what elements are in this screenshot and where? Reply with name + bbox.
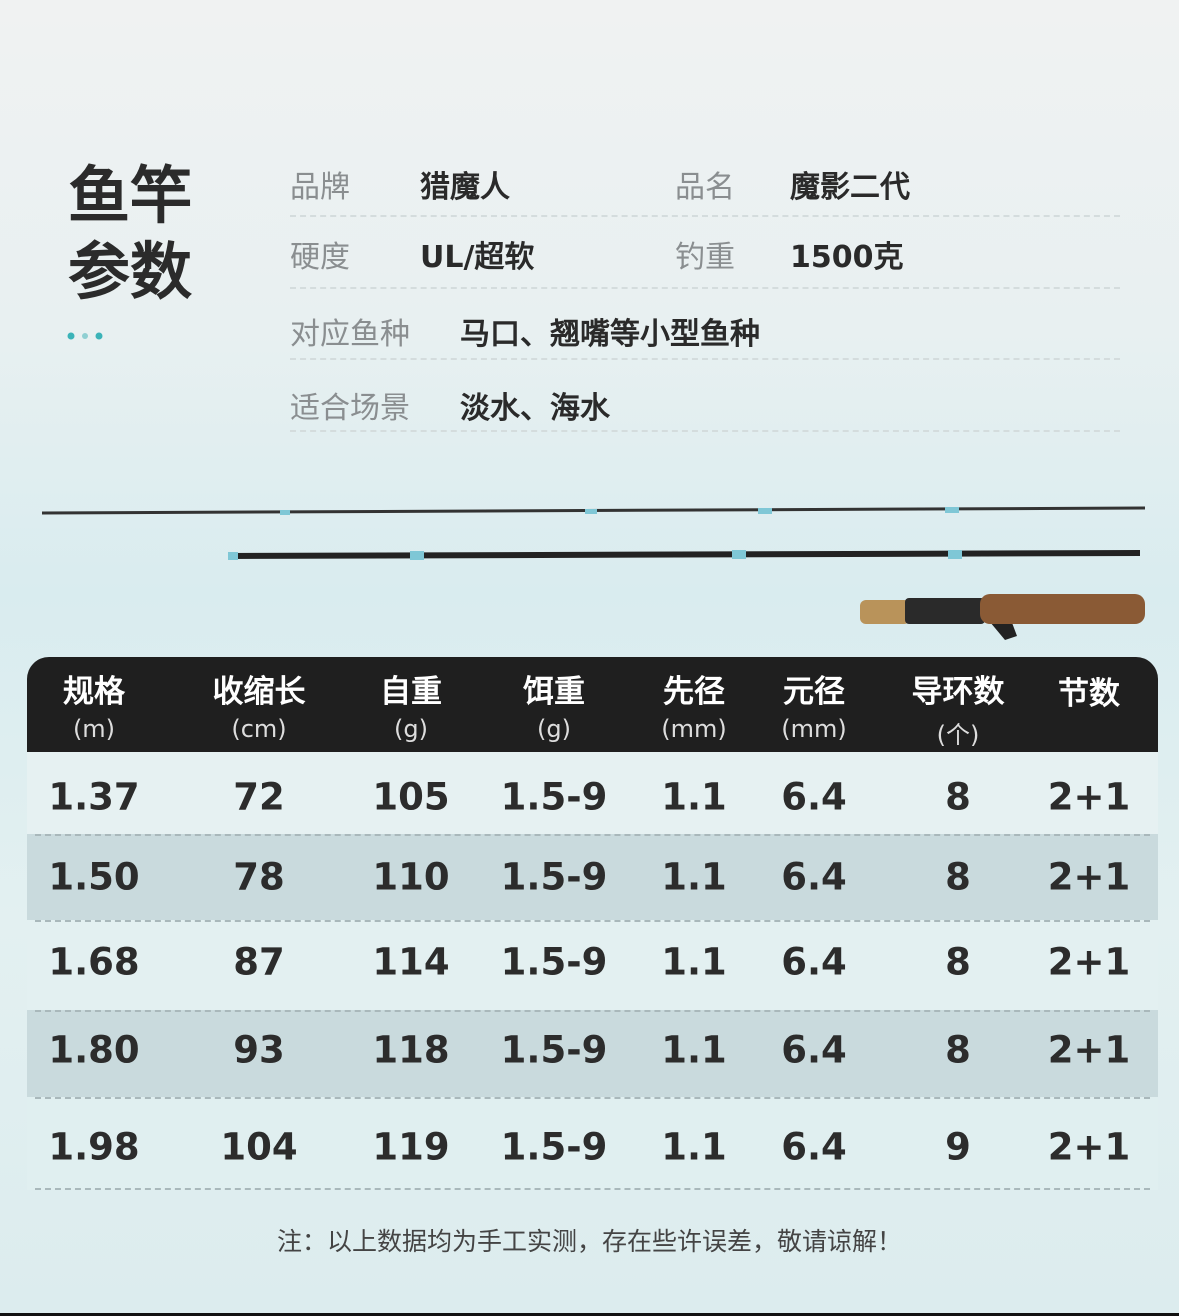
table-header bbox=[27, 657, 1158, 753]
table-cell: 6.4 bbox=[781, 1028, 847, 1072]
dots bbox=[67, 332, 103, 340]
column-unit: (m) bbox=[72, 715, 116, 743]
divider bbox=[290, 430, 1120, 432]
column-header: 先径 (mm) bbox=[619, 666, 769, 743]
column-unit: (cm) bbox=[231, 715, 287, 743]
divider bbox=[290, 287, 1120, 289]
column-header: 收缩长 (cm) bbox=[184, 666, 334, 743]
table-cell: 1.68 bbox=[48, 940, 140, 984]
table-cell: 2+1 bbox=[1047, 855, 1131, 899]
spec-label: 硬度 bbox=[290, 240, 350, 275]
table-cell: 6.4 bbox=[781, 855, 847, 899]
column-header: 节数 bbox=[1014, 668, 1164, 713]
table-cell: 8 bbox=[945, 775, 971, 819]
table-cell: 2+1 bbox=[1047, 775, 1131, 819]
table-cell: 1.37 bbox=[48, 775, 140, 819]
table-cell: 6.4 bbox=[781, 775, 847, 819]
note: 注：以上数据均为手工实测，存在些许误差，敬请谅解！ bbox=[276, 1227, 902, 1256]
table-cell: 72 bbox=[233, 775, 285, 819]
column-name: 饵重 bbox=[523, 674, 585, 710]
spec-label: 品牌 bbox=[290, 170, 350, 205]
table-cell: 114 bbox=[372, 940, 450, 984]
table-cell: 8 bbox=[945, 1028, 971, 1072]
table-cell: 1.5-9 bbox=[500, 775, 608, 819]
column-unit: (g) bbox=[537, 715, 571, 743]
column-unit: (mm) bbox=[661, 715, 727, 743]
row-divider bbox=[35, 1188, 1150, 1190]
table-cell: 104 bbox=[220, 1125, 298, 1169]
table-cell: 1.5-9 bbox=[500, 855, 608, 899]
table-cell: 119 bbox=[372, 1125, 450, 1169]
spec-value: 1500克 bbox=[790, 240, 904, 275]
spec-value: 猎魔人 bbox=[420, 170, 510, 205]
table-cell: 118 bbox=[372, 1028, 450, 1072]
divider bbox=[290, 215, 1120, 217]
row-divider bbox=[35, 1097, 1150, 1099]
rod-illustration bbox=[41, 506, 1146, 640]
spec-label: 钓重 bbox=[675, 240, 735, 275]
table-cell: 1.1 bbox=[661, 940, 727, 984]
table-cell: 2+1 bbox=[1047, 1125, 1131, 1169]
table-cell: 1.1 bbox=[661, 855, 727, 899]
table-cell: 9 bbox=[945, 1125, 971, 1169]
spec-value: 淡水、海水 bbox=[460, 391, 610, 426]
column-header: 饵重 (g) bbox=[479, 666, 629, 743]
spec-label: 对应鱼种 bbox=[290, 317, 410, 352]
title-line: 鱼竿 bbox=[68, 159, 193, 232]
table-cell: 1.98 bbox=[48, 1125, 140, 1169]
table-row-bg bbox=[27, 1097, 1158, 1190]
table-cell: 87 bbox=[233, 940, 285, 984]
column-header: 自重 (g) bbox=[336, 666, 486, 743]
table-row-bg bbox=[27, 1010, 1158, 1097]
table-cell: 105 bbox=[372, 775, 450, 819]
row-divider bbox=[35, 1010, 1150, 1012]
spec-value: 魔影二代 bbox=[790, 170, 910, 205]
column-header: 规格 (m) bbox=[19, 666, 169, 743]
column-name: 节数 bbox=[1058, 676, 1120, 712]
table-cell: 1.1 bbox=[661, 1028, 727, 1072]
row-divider bbox=[35, 834, 1150, 836]
column-name: 元径 bbox=[783, 674, 845, 710]
table-row-bg bbox=[27, 834, 1158, 920]
table-cell: 1.5-9 bbox=[500, 1028, 608, 1072]
table-cell: 1.80 bbox=[48, 1028, 140, 1072]
table-cell: 2+1 bbox=[1047, 940, 1131, 984]
spec-label: 适合场景 bbox=[290, 391, 410, 426]
table-row-bg bbox=[27, 752, 1158, 834]
row-divider bbox=[35, 920, 1150, 922]
table-cell: 6.4 bbox=[781, 940, 847, 984]
column-name: 规格 bbox=[63, 674, 125, 710]
title-line: 参数 bbox=[68, 235, 193, 308]
table-cell: 1.1 bbox=[661, 1125, 727, 1169]
table-cell: 110 bbox=[372, 855, 450, 899]
table-cell: 78 bbox=[233, 855, 285, 899]
bottom-bar bbox=[0, 1313, 1179, 1316]
spec-label: 品名 bbox=[675, 170, 735, 205]
column-name: 导环数 bbox=[911, 674, 1005, 710]
column-header: 元径 (mm) bbox=[739, 666, 889, 743]
table-cell: 93 bbox=[233, 1028, 285, 1072]
table-cell: 6.4 bbox=[781, 1125, 847, 1169]
table-row-bg bbox=[27, 920, 1158, 1010]
column-unit: (mm) bbox=[781, 715, 847, 743]
table-cell: 1.5-9 bbox=[500, 940, 608, 984]
column-unit: (个) bbox=[936, 721, 980, 749]
column-header: 导环数 (个) bbox=[883, 666, 1033, 750]
table-cell: 1.5-9 bbox=[500, 1125, 608, 1169]
spec-value: 马口、翘嘴等小型鱼种 bbox=[460, 317, 760, 352]
table-cell: 8 bbox=[945, 855, 971, 899]
column-name: 自重 bbox=[380, 674, 442, 710]
table-cell: 8 bbox=[945, 940, 971, 984]
column-unit: (g) bbox=[394, 715, 428, 743]
column-name: 先径 bbox=[663, 674, 725, 710]
table-cell: 1.50 bbox=[48, 855, 140, 899]
table-cell: 2+1 bbox=[1047, 1028, 1131, 1072]
divider bbox=[290, 358, 1120, 360]
column-name: 收缩长 bbox=[212, 674, 306, 710]
spec-value: UL/超软 bbox=[420, 240, 535, 275]
table-cell: 1.1 bbox=[661, 775, 727, 819]
